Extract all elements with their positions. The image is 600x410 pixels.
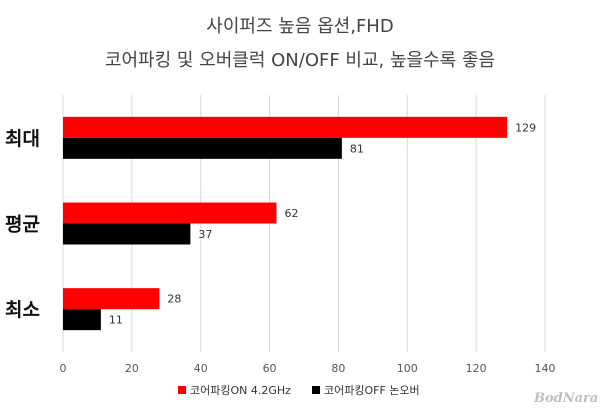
data-label: 28 bbox=[167, 293, 181, 306]
legend-label: 코어파킹ON 4.2GHz bbox=[190, 384, 291, 397]
legend: 코어파킹ON 4.2GHz 코어파킹OFF 논오버 bbox=[178, 384, 420, 397]
data-label: 81 bbox=[350, 142, 364, 155]
x-tick-label: 60 bbox=[263, 362, 277, 375]
category-label: 최소 bbox=[5, 299, 40, 321]
x-tick-label: 120 bbox=[466, 362, 487, 375]
bar bbox=[63, 223, 191, 245]
x-tick-label: 80 bbox=[331, 362, 345, 375]
bar bbox=[63, 309, 101, 331]
bar bbox=[63, 288, 160, 310]
legend-swatch bbox=[312, 386, 320, 394]
x-tick-label: 20 bbox=[125, 362, 139, 375]
legend-label: 코어파킹OFF 논오버 bbox=[324, 384, 420, 397]
bar bbox=[63, 137, 342, 159]
chart-title-line-1: 사이퍼즈 높음 옵션,FHD bbox=[206, 16, 393, 37]
bars bbox=[63, 116, 508, 331]
chart-title-line-2: 코어파킹 및 오버클럭 ON/OFF 비교, 높을수록 좋음 bbox=[105, 50, 495, 71]
x-tick-label: 40 bbox=[194, 362, 208, 375]
category-label: 최대 bbox=[5, 128, 40, 150]
x-tick-label: 0 bbox=[60, 362, 67, 375]
legend-swatch bbox=[178, 386, 186, 394]
data-label: 62 bbox=[284, 207, 298, 220]
category-label: 평균 bbox=[5, 214, 40, 236]
data-label: 11 bbox=[109, 314, 123, 327]
x-tick-label: 140 bbox=[535, 362, 556, 375]
watermark-logo: BodNara bbox=[533, 391, 598, 406]
x-tick-label: 100 bbox=[397, 362, 418, 375]
bar bbox=[63, 202, 277, 224]
bar bbox=[63, 116, 508, 138]
data-label: 129 bbox=[515, 121, 536, 134]
labels: 0 20 40 60 80 100 120 140 최대 129 81 평균 62 37 최소 28 11 bbox=[5, 121, 556, 375]
data-label: 37 bbox=[198, 228, 212, 241]
